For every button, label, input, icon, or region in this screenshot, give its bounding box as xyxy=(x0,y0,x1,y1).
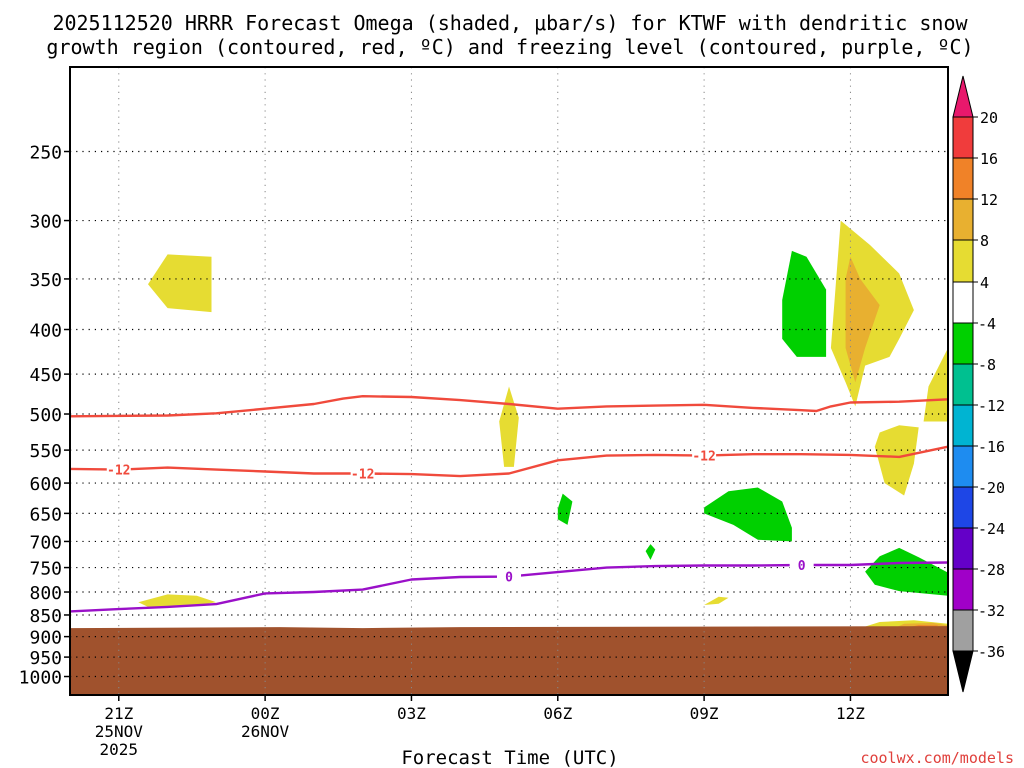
y-tick-label: 750 xyxy=(29,559,62,580)
colorbar-swatch xyxy=(952,281,974,324)
contour-label: -12 xyxy=(351,467,374,482)
omega-region-negative-4 xyxy=(782,250,827,357)
colorbar-cap-top xyxy=(952,75,974,118)
colorbar-label: 12 xyxy=(980,191,998,209)
omega-region-positive-4 xyxy=(923,348,948,422)
colorbar-label: -8 xyxy=(978,356,996,374)
colorbar-swatch xyxy=(952,486,974,529)
title-line-2: growth region (contoured, red, ºC) and f… xyxy=(46,35,973,59)
colorbar: 20 16 12 8 4 -4 -8 -12 -16 -20 -24 -28 -32 -36 xyxy=(952,75,1005,693)
omega-region-negative-4 xyxy=(704,487,792,542)
y-tick-label: 950 xyxy=(29,648,62,669)
colorbar-label: 16 xyxy=(980,150,998,168)
x-tick-label: 00Z xyxy=(251,704,280,723)
colorbar-swatch xyxy=(952,609,974,652)
colorbar-label: -4 xyxy=(978,315,996,333)
colorbar-swatch xyxy=(952,239,974,283)
y-tick-label: 450 xyxy=(29,365,62,386)
colorbar-swatch xyxy=(952,568,974,611)
y-tick-label: 800 xyxy=(29,583,62,604)
x-tick-label: 21Z xyxy=(104,704,133,723)
contour-label-bg xyxy=(789,557,814,574)
contour-label: 0 xyxy=(798,559,806,574)
x-tick-label: 09Z xyxy=(690,704,719,723)
colorbar-swatch xyxy=(952,404,974,447)
y-tick-label: 500 xyxy=(29,405,62,426)
colorbar-label: -36 xyxy=(978,643,1005,661)
y-axis: 2503003504004505005506006507007508008509… xyxy=(19,143,70,689)
colorbar-label: -24 xyxy=(978,520,1005,538)
y-tick-label: 1000 xyxy=(19,668,62,689)
omega-region-positive-4 xyxy=(148,254,212,313)
terrain xyxy=(70,626,948,695)
colorbar-label: -20 xyxy=(978,479,1005,497)
omega-region-positive-8 xyxy=(845,256,880,383)
colorbar-label: 8 xyxy=(980,232,989,250)
terrain-fill xyxy=(70,626,948,695)
colorbar-swatch xyxy=(952,445,974,488)
x-tick-date: 25NOV xyxy=(95,722,144,741)
omega-region-positive-4 xyxy=(499,386,519,467)
contour-temperature-line xyxy=(69,395,949,418)
plot-area xyxy=(70,67,948,695)
contour-label: 0 xyxy=(505,571,513,586)
colorbar-swatch xyxy=(952,527,974,570)
y-tick-label: 700 xyxy=(29,532,62,553)
colorbar-swatch xyxy=(952,116,974,159)
y-tick-label: 600 xyxy=(29,474,62,495)
colorbar-label: -32 xyxy=(978,602,1005,620)
omega-shading xyxy=(138,220,948,629)
omega-region-negative-4 xyxy=(557,493,573,525)
y-tick-label: 250 xyxy=(29,143,62,164)
x-tick-year: 2025 xyxy=(100,740,139,759)
omega-region-positive-4 xyxy=(138,594,217,607)
chart-title: 2025112520 HRRR Forecast Omega (shaded, … xyxy=(46,11,973,59)
y-tick-label: 850 xyxy=(29,606,62,627)
omega-region-positive-4 xyxy=(874,425,919,496)
contour-label: -12 xyxy=(107,464,130,479)
colorbar-label: 4 xyxy=(980,274,989,292)
title-line-1: 2025112520 HRRR Forecast Omega (shaded, … xyxy=(52,11,968,35)
contour-label-bg xyxy=(692,447,717,464)
colorbar-swatch xyxy=(952,322,974,365)
colorbar-label: -16 xyxy=(978,438,1005,456)
y-tick-label: 300 xyxy=(29,212,62,233)
contour-temperature-line xyxy=(69,445,949,478)
contours: -12 -12 -12 0 0 xyxy=(69,395,949,613)
credit-text: coolwx.com/models xyxy=(860,749,1014,767)
colorbar-swatch xyxy=(952,363,974,406)
colorbar-swatch xyxy=(952,157,974,200)
x-axis-label: Forecast Time (UTC) xyxy=(401,747,618,768)
contour-label-bg xyxy=(106,461,131,478)
x-tick-label: 03Z xyxy=(397,704,426,723)
x-tick-date: 26NOV xyxy=(241,722,290,741)
y-tick-label: 350 xyxy=(29,270,62,291)
omega-region-positive-4 xyxy=(704,596,729,605)
omega-region-negative-4 xyxy=(865,547,948,596)
colorbar-label: 20 xyxy=(980,109,998,127)
colorbar-label: -12 xyxy=(978,397,1005,415)
y-tick-label: 650 xyxy=(29,504,62,525)
colorbar-cap-bottom xyxy=(952,650,974,693)
y-tick-label: 400 xyxy=(29,321,62,342)
contour-label: -12 xyxy=(692,450,715,465)
colorbar-swatch xyxy=(952,198,974,241)
y-tick-label: 900 xyxy=(29,628,62,649)
contour-label-bg xyxy=(350,465,375,482)
x-tick-label: 12Z xyxy=(836,704,865,723)
contour-label-bg xyxy=(497,568,521,585)
plot-frame xyxy=(69,66,949,696)
x-tick-label: 06Z xyxy=(543,704,572,723)
omega-region-negative-4 xyxy=(645,544,656,560)
y-tick-label: 550 xyxy=(29,441,62,462)
colorbar-label: -28 xyxy=(978,561,1005,579)
